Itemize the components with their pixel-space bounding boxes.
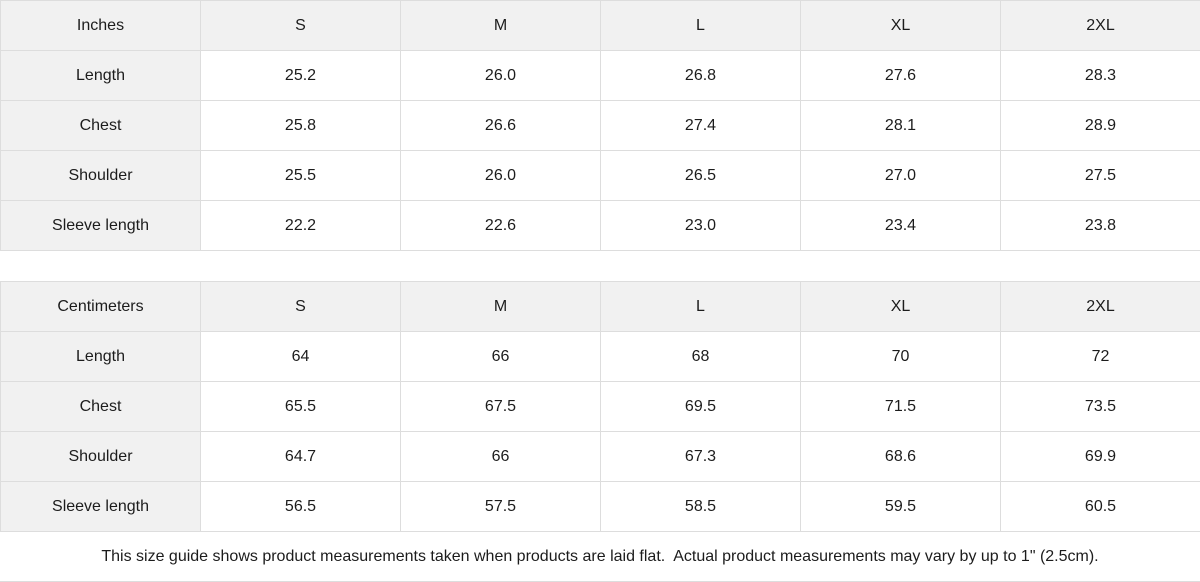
measurement-value-cell: 66 xyxy=(401,432,601,482)
size-header-cell: S xyxy=(201,1,401,51)
measurement-label-cell: Sleeve length xyxy=(1,201,201,251)
measurement-label-cell: Shoulder xyxy=(1,432,201,482)
size-header-cell: L xyxy=(601,282,801,332)
measurement-value-cell: 23.4 xyxy=(801,201,1001,251)
measurement-value-cell: 56.5 xyxy=(201,482,401,532)
size-header-cell: M xyxy=(401,282,601,332)
measurement-label-cell: Length xyxy=(1,332,201,382)
measurement-value-cell: 28.3 xyxy=(1001,51,1200,101)
table-gap xyxy=(0,251,1200,281)
measurement-value-cell: 22.2 xyxy=(201,201,401,251)
size-header-cell: M xyxy=(401,1,601,51)
measurement-value-cell: 22.6 xyxy=(401,201,601,251)
measurement-value-cell: 23.8 xyxy=(1001,201,1200,251)
measurement-value-cell: 26.0 xyxy=(401,151,601,201)
measurement-value-cell: 69.9 xyxy=(1001,432,1200,482)
measurement-value-cell: 57.5 xyxy=(401,482,601,532)
measurement-value-cell: 71.5 xyxy=(801,382,1001,432)
size-header-cell: S xyxy=(201,282,401,332)
measurement-value-cell: 65.5 xyxy=(201,382,401,432)
measurement-value-cell: 27.0 xyxy=(801,151,1001,201)
measurement-value-cell: 26.5 xyxy=(601,151,801,201)
size-header-cell: L xyxy=(601,1,801,51)
measurement-value-cell: 59.5 xyxy=(801,482,1001,532)
measurement-value-cell: 64 xyxy=(201,332,401,382)
measurement-value-cell: 64.7 xyxy=(201,432,401,482)
measurement-value-cell: 23.0 xyxy=(601,201,801,251)
size-header-cell: XL xyxy=(801,1,1001,51)
measurement-label-cell: Chest xyxy=(1,101,201,151)
measurement-value-cell: 68 xyxy=(601,332,801,382)
size-guide-note: This size guide shows product measuremen… xyxy=(0,532,1200,582)
measurement-value-cell: 26.8 xyxy=(601,51,801,101)
measurement-label-cell: Length xyxy=(1,51,201,101)
measurement-value-cell: 67.5 xyxy=(401,382,601,432)
measurement-value-cell: 58.5 xyxy=(601,482,801,532)
measurement-value-cell: 70 xyxy=(801,332,1001,382)
measurement-value-cell: 60.5 xyxy=(1001,482,1200,532)
measurement-value-cell: 28.9 xyxy=(1001,101,1200,151)
measurement-value-cell: 68.6 xyxy=(801,432,1001,482)
measurement-value-cell: 26.0 xyxy=(401,51,601,101)
measurement-value-cell: 27.5 xyxy=(1001,151,1200,201)
measurement-value-cell: 67.3 xyxy=(601,432,801,482)
measurement-value-cell: 73.5 xyxy=(1001,382,1200,432)
measurement-value-cell: 72 xyxy=(1001,332,1200,382)
measurement-value-cell: 25.5 xyxy=(201,151,401,201)
measurement-value-cell: 25.2 xyxy=(201,51,401,101)
measurement-value-cell: 66 xyxy=(401,332,601,382)
unit-header-cell: Centimeters xyxy=(1,282,201,332)
measurement-value-cell: 27.6 xyxy=(801,51,1001,101)
size-header-cell: XL xyxy=(801,282,1001,332)
unit-header-cell: Inches xyxy=(1,1,201,51)
measurement-value-cell: 27.4 xyxy=(601,101,801,151)
measurement-value-cell: 69.5 xyxy=(601,382,801,432)
measurement-value-cell: 26.6 xyxy=(401,101,601,151)
measurement-value-cell: 25.8 xyxy=(201,101,401,151)
size-header-cell: 2XL xyxy=(1001,282,1200,332)
measurement-label-cell: Shoulder xyxy=(1,151,201,201)
measurement-label-cell: Chest xyxy=(1,382,201,432)
measurement-label-cell: Sleeve length xyxy=(1,482,201,532)
size-header-cell: 2XL xyxy=(1001,1,1200,51)
measurement-value-cell: 28.1 xyxy=(801,101,1001,151)
